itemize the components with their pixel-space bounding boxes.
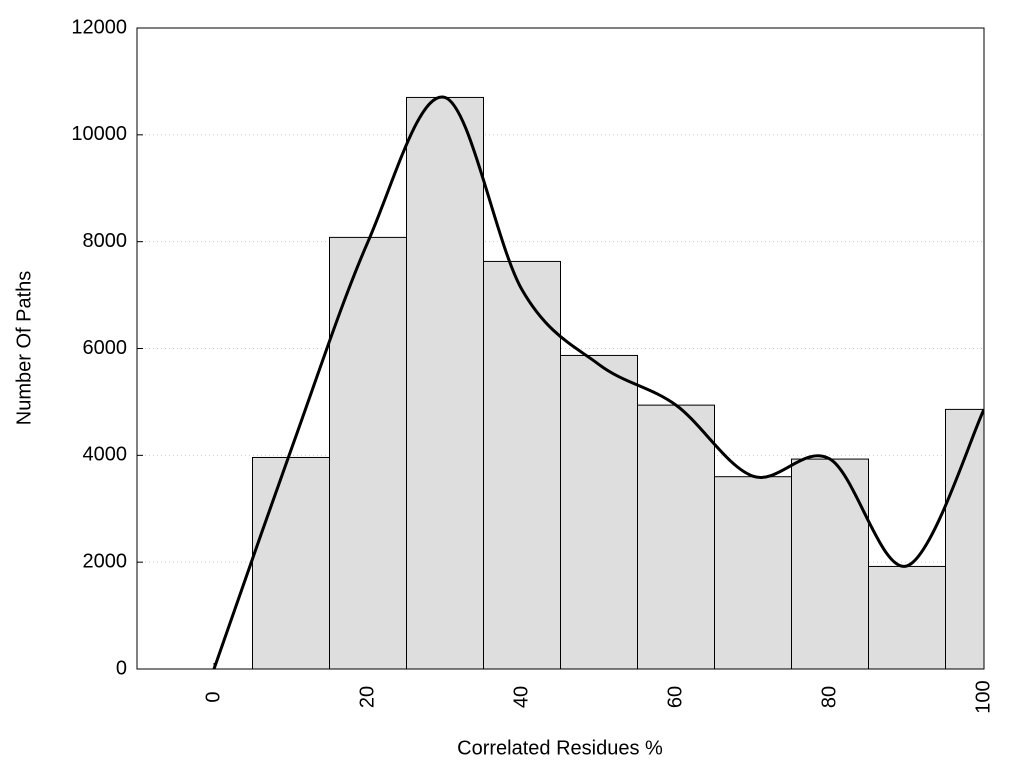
x-tick-label: 0	[202, 691, 224, 702]
histogram-bar	[560, 354, 638, 669]
histogram-bar	[714, 476, 792, 669]
histogram-bar	[252, 456, 330, 669]
y-tick-label: 6000	[83, 337, 128, 359]
plot-frame	[136, 27, 985, 670]
y-tick-label: 0	[116, 657, 127, 679]
y-tick-label: 12000	[71, 16, 127, 38]
histogram-bar	[406, 96, 484, 669]
histogram-bar	[868, 565, 946, 669]
histogram-bar	[945, 408, 984, 669]
y-tick-label: 10000	[71, 123, 127, 145]
histogram-bar	[329, 236, 407, 669]
x-tick-label: 40	[510, 686, 532, 708]
histogram-bar	[791, 458, 869, 669]
y-axis-label: Number Of Paths	[13, 271, 35, 426]
x-tick-label: 80	[818, 686, 840, 708]
x-axis-label: Correlated Residues %	[457, 737, 663, 759]
histogram-bar	[637, 404, 715, 669]
x-tick-label: 20	[356, 686, 378, 708]
y-tick-label: 2000	[83, 550, 128, 572]
density-curve	[212, 95, 984, 669]
plot-area	[212, 95, 984, 669]
x-tick-label: 60	[664, 686, 686, 708]
x-tick-label: 100	[972, 680, 994, 713]
y-tick-label: 4000	[83, 444, 128, 466]
y-tick-label: 8000	[83, 230, 128, 252]
histogram-bar	[483, 260, 561, 669]
